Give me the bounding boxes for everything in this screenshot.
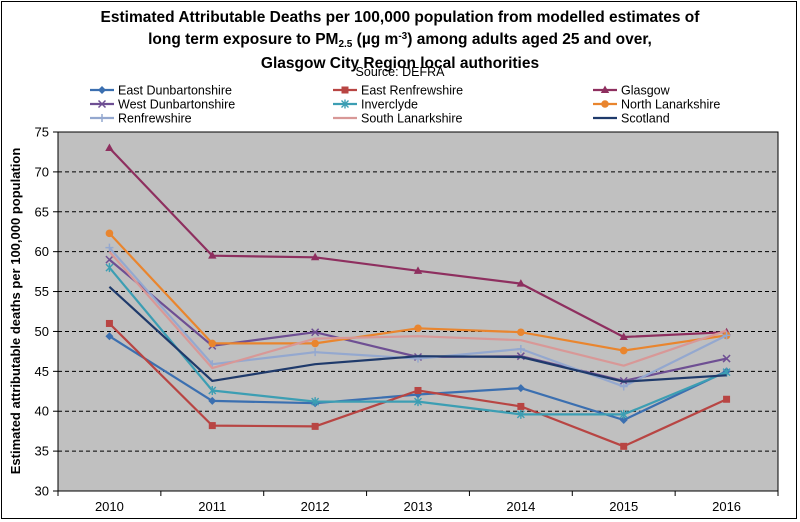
legend-marker: [600, 85, 610, 93]
data-point-east-renfrewshire: [517, 402, 525, 410]
data-point-east-dunbartonshire: [105, 332, 114, 341]
legend-item-west-dunbartonshire: West Dunbartonshire: [90, 98, 235, 112]
data-point-east-renfrewshire: [105, 319, 113, 327]
x-tick-label: 2011: [198, 499, 226, 514]
series-north-lanarkshire: [105, 229, 731, 355]
data-point-glasgow: [516, 279, 526, 287]
data-point-east-renfrewshire: [311, 422, 319, 430]
title-line-3: Glasgow City Region local authorities: [260, 55, 540, 72]
legend-label: South Lanarkshire: [361, 112, 463, 126]
legend-item-north-lanarkshire: North Lanarkshire: [593, 98, 720, 112]
legend-label: Inverclyde: [361, 98, 418, 112]
data-point-east-dunbartonshire: [208, 396, 217, 405]
data-point-east-dunbartonshire: [516, 384, 525, 393]
y-tick-label: 55: [35, 284, 49, 299]
chart-title: Estimated Attributable Deaths per 100,00…: [0, 8, 800, 73]
data-point-renfrewshire: [516, 344, 525, 353]
data-point-inverclyde: [619, 409, 628, 419]
y-tick-label: 35: [35, 444, 49, 459]
legend-marker: [98, 114, 106, 122]
data-point-inverclyde: [208, 385, 217, 395]
data-point-inverclyde: [414, 397, 422, 407]
legend-marker: [601, 100, 609, 108]
data-point-east-renfrewshire: [208, 422, 216, 430]
data-point-inverclyde: [516, 409, 525, 419]
legend-label: Scotland: [621, 112, 670, 126]
series-east-renfrewshire: [105, 319, 731, 450]
data-point-north-lanarkshire: [105, 229, 114, 238]
data-point-north-lanarkshire: [414, 324, 422, 333]
legend-label: North Lanarkshire: [621, 98, 720, 112]
data-point-east-dunbartonshire: [619, 415, 628, 424]
series-scotland: [108, 285, 727, 383]
series-line-south-lanarkshire: [108, 250, 727, 370]
legend-item-east-renfrewshire: East Renfrewshire: [333, 84, 463, 98]
chart-legend: East Dunbartonshire East Renfrewshire Glas…: [90, 84, 720, 126]
x-tick-label: 2014: [506, 499, 535, 514]
legend-marker: [341, 99, 349, 109]
x-tick-label: 2016: [712, 499, 741, 514]
data-point-north-lanarkshire: [311, 339, 319, 348]
data-point-east-renfrewshire: [620, 442, 628, 450]
data-point-glasgow: [413, 266, 423, 274]
data-point-west-dunbartonshire: [105, 255, 114, 264]
legend-item-east-dunbartonshire: East Dunbartonshire: [90, 84, 232, 98]
y-tick-label: 50: [35, 324, 49, 339]
data-point-north-lanarkshire: [208, 339, 217, 348]
data-point-renfrewshire: [105, 243, 114, 252]
legend-marker: [341, 86, 349, 94]
y-tick-label: 60: [35, 244, 49, 259]
data-point-glasgow: [619, 332, 628, 341]
data-point-east-renfrewshire: [414, 386, 422, 394]
chart-source: Source: DEFRA: [355, 65, 445, 79]
series-south-lanarkshire: [108, 250, 727, 370]
series-line-scotland: [108, 285, 727, 383]
x-tick-label: 2010: [95, 499, 124, 514]
x-tick-label: 2012: [301, 499, 330, 514]
data-point-renfrewshire: [722, 331, 731, 340]
data-point-west-dunbartonshire: [722, 354, 731, 363]
title-line-1: Estimated Attributable Deaths per 100,00…: [100, 9, 700, 26]
data-point-glasgow: [105, 143, 114, 151]
data-point-glasgow: [310, 252, 320, 261]
legend-label: Glasgow: [621, 84, 671, 98]
legend-item-south-lanarkshire: South Lanarkshire: [333, 112, 463, 126]
series-inverclyde: [105, 263, 731, 419]
series-group: [105, 143, 731, 450]
legend-item-glasgow: Glasgow: [593, 84, 671, 98]
y-tick-label: 65: [35, 204, 49, 219]
legend-label: East Dunbartonshire: [118, 84, 232, 98]
axes: 30 35 40 45 50 55 60 65 70 75 2010 2011 2012 2013 2014…: [35, 125, 779, 514]
data-point-glasgow: [208, 251, 217, 259]
y-tick-label: 40: [35, 404, 49, 419]
legend-marker: [97, 99, 107, 109]
legend-label: West Dunbartonshire: [118, 98, 235, 112]
legend-label: Renfrewshire: [118, 112, 192, 126]
y-tick-label: 45: [35, 364, 49, 379]
title-line-2: long term exposure to PM2.5 (µg m-3) amo…: [148, 31, 652, 50]
data-point-renfrewshire: [311, 348, 320, 357]
data-point-north-lanarkshire: [619, 346, 628, 355]
data-point-west-dunbartonshire: [311, 328, 320, 337]
y-tick-label: 75: [35, 125, 49, 140]
data-point-inverclyde: [311, 397, 320, 407]
y-tick-label: 70: [35, 164, 49, 179]
legend-item-renfrewshire: Renfrewshire: [90, 112, 192, 126]
legend-marker: [98, 86, 106, 94]
x-tick-label: 2015: [609, 499, 638, 514]
y-axis-label: Estimated attributable deaths per 100,00…: [8, 148, 23, 475]
data-point-inverclyde: [105, 263, 114, 273]
y-tick-label: 30: [35, 484, 49, 499]
legend-item-inverclyde: Inverclyde: [333, 98, 418, 112]
legend-label: East Renfrewshire: [361, 84, 463, 98]
data-point-east-renfrewshire: [723, 395, 731, 403]
data-point-north-lanarkshire: [517, 328, 525, 337]
data-point-renfrewshire: [619, 382, 628, 391]
legend-item-scotland: Scotland: [593, 112, 670, 126]
x-tick-label: 2013: [404, 499, 433, 514]
